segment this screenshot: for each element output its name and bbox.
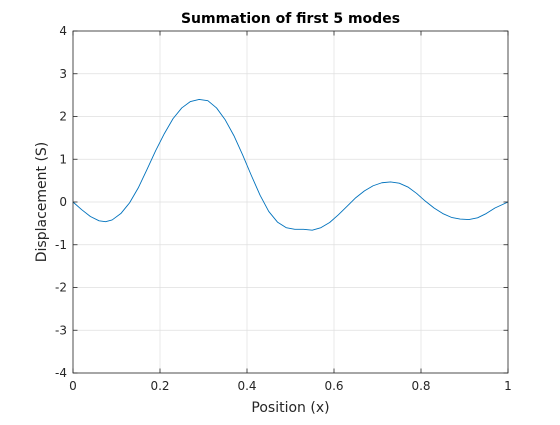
x-tick-label: 0.8 [411, 379, 430, 393]
series-line [72, 98, 509, 231]
x-tick-label: 0.4 [237, 379, 256, 393]
y-tick-label: 4 [59, 24, 67, 38]
chart-title: Summation of first 5 modes [181, 11, 400, 27]
x-tick-labels: 0 0.2 0.4 0.6 0.8 1 [69, 379, 512, 393]
y-tick-label: 2 [59, 110, 67, 124]
y-tick-label: -3 [55, 323, 67, 337]
y-tick-label: -1 [55, 238, 67, 252]
series-layer [72, 98, 509, 231]
x-axis-label: Position (x) [251, 400, 329, 416]
y-tick-label: -4 [55, 366, 67, 380]
ticks [72, 30, 509, 374]
x-tick-label: 0.2 [150, 379, 169, 393]
y-tick-labels: -4 -3 -2 -1 0 1 2 3 4 [55, 24, 67, 380]
y-tick-label: 1 [59, 152, 67, 166]
y-tick-label: 3 [59, 67, 67, 81]
x-tick-label: 0.6 [324, 379, 343, 393]
y-axis-label: Displacement (S) [34, 142, 50, 263]
y-tick-label: -2 [55, 281, 67, 295]
x-tick-label: 1 [504, 379, 512, 393]
x-tick-label: 0 [69, 379, 77, 393]
y-tick-label: 0 [59, 195, 67, 209]
